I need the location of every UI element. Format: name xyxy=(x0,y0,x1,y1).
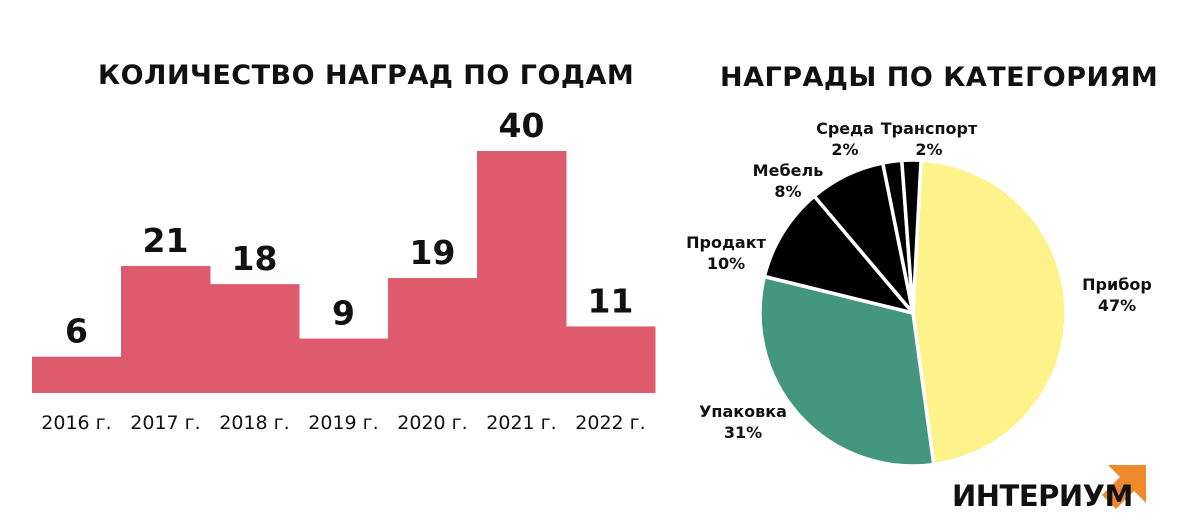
pie-chart-title: НАГРАДЫ ПО КАТЕГОРИЯМ xyxy=(720,62,1159,93)
bar-chart-title: КОЛИЧЕСТВО НАГРАД ПО ГОДАМ xyxy=(98,60,635,91)
pie-label-5: Транспорт xyxy=(881,119,978,138)
pie-label-4: Среда xyxy=(816,119,874,138)
bar-value-label-6: 11 xyxy=(588,281,634,320)
bar-4 xyxy=(388,278,478,393)
x-tick-label-1: 2017 г. xyxy=(130,412,200,434)
interium-logo: ИНТЕРИУМ xyxy=(948,463,1148,515)
bar-value-label-4: 19 xyxy=(410,233,456,272)
pie-percent-0: 47% xyxy=(1098,296,1136,315)
bar-2 xyxy=(210,284,300,393)
pie-label-3: Мебель xyxy=(753,161,824,180)
pie-label-1: Упаковка xyxy=(699,402,787,421)
x-tick-label-3: 2019 г. xyxy=(308,412,378,434)
bar-6 xyxy=(566,326,656,393)
pie-slice-0 xyxy=(911,158,1068,467)
bar-0 xyxy=(32,356,122,393)
pie-percent-1: 31% xyxy=(724,423,762,442)
pie-slice-1 xyxy=(758,274,936,468)
bar-value-label-3: 9 xyxy=(332,294,355,333)
x-tick-label-6: 2022 г. xyxy=(575,412,645,434)
x-tick-label-0: 2016 г. xyxy=(41,412,111,434)
pie-percent-4: 2% xyxy=(831,140,858,159)
bar-value-label-2: 18 xyxy=(232,239,278,278)
bar-3 xyxy=(299,338,389,393)
x-tick-label-5: 2021 г. xyxy=(486,412,556,434)
logo-arrow-icon xyxy=(1102,465,1146,509)
pie-label-0: Прибор xyxy=(1082,275,1152,294)
pie-percent-2: 10% xyxy=(707,254,745,273)
pie-label-2: Продакт xyxy=(686,233,766,252)
x-tick-label-4: 2020 г. xyxy=(397,412,467,434)
bar-5 xyxy=(477,151,567,393)
bar-1 xyxy=(121,265,211,393)
bar-value-label-1: 21 xyxy=(143,221,189,260)
x-tick-label-2: 2018 г. xyxy=(219,412,289,434)
bar-value-label-0: 6 xyxy=(65,312,88,351)
bar-value-label-5: 40 xyxy=(499,106,545,145)
pie-percent-5: 2% xyxy=(915,140,942,159)
pie-slice-5 xyxy=(900,158,923,315)
pie-percent-3: 8% xyxy=(774,182,801,201)
pie-slice-2 xyxy=(762,194,915,315)
logo-text: ИНТЕРИУМ xyxy=(952,479,1133,513)
